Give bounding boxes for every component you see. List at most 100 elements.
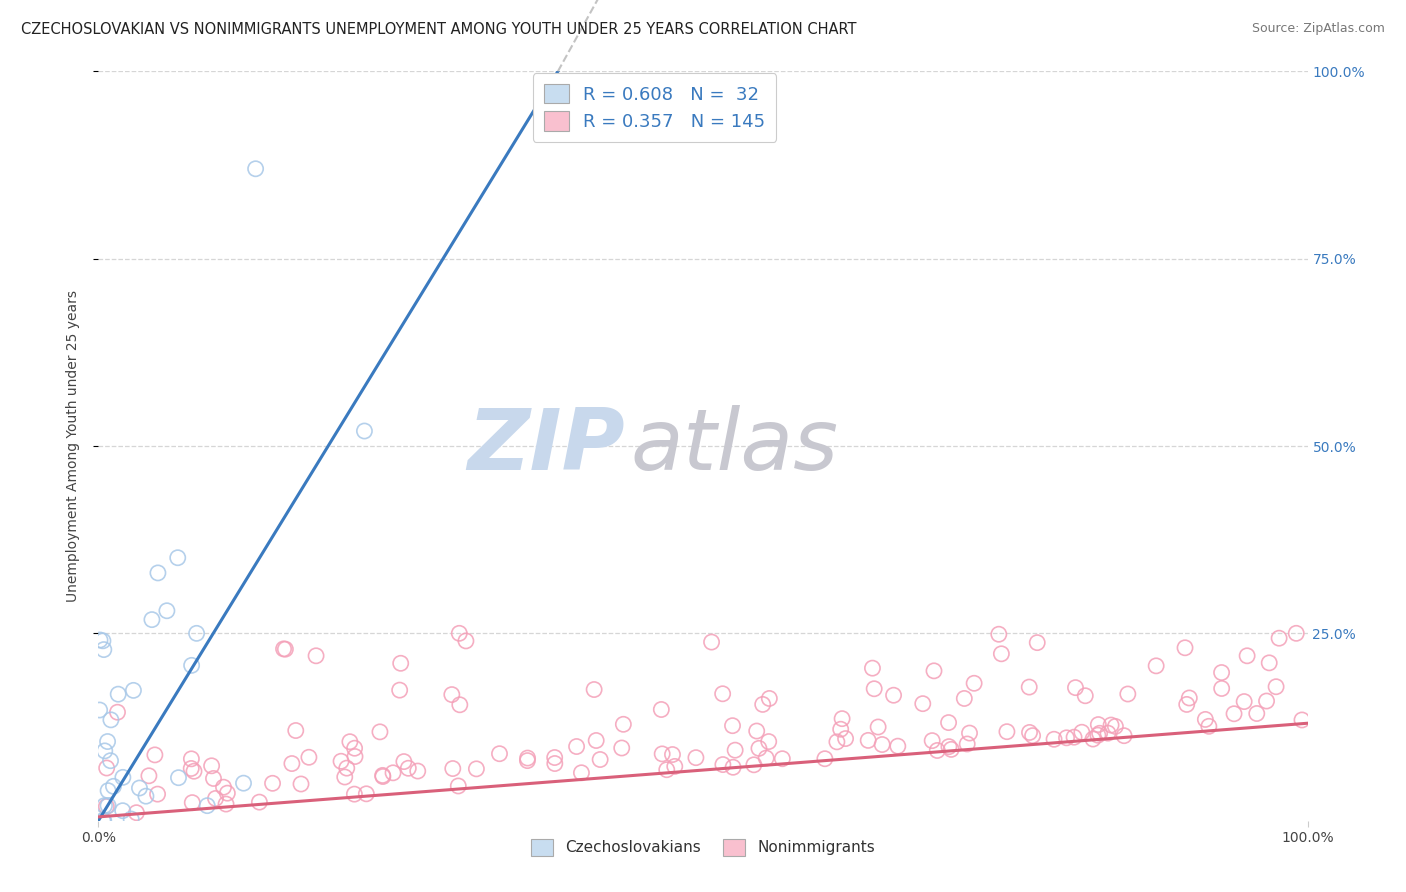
- Point: [245, 161, 267, 176]
- Point: [825, 735, 848, 749]
- Point: [215, 797, 238, 811]
- Point: [93, 642, 115, 657]
- Point: [195, 798, 218, 813]
- Point: [1178, 690, 1201, 705]
- Point: [1246, 706, 1268, 721]
- Point: [135, 789, 157, 804]
- Point: [343, 749, 366, 764]
- Point: [125, 805, 148, 820]
- Point: [103, 780, 125, 794]
- Point: [1223, 706, 1246, 721]
- Point: [201, 759, 224, 773]
- Point: [389, 657, 412, 671]
- Point: [1268, 631, 1291, 645]
- Point: [371, 770, 394, 784]
- Point: [353, 424, 375, 438]
- Point: [724, 743, 747, 757]
- Point: [273, 641, 295, 656]
- Point: [167, 771, 190, 785]
- Point: [91, 814, 114, 828]
- Point: [856, 733, 879, 747]
- Point: [1256, 694, 1278, 708]
- Point: [1018, 725, 1040, 739]
- Point: [650, 702, 672, 716]
- Point: [814, 752, 837, 766]
- Point: [305, 648, 328, 663]
- Point: [755, 751, 778, 765]
- Point: [284, 723, 307, 738]
- Point: [959, 726, 981, 740]
- Point: [565, 739, 588, 754]
- Point: [488, 747, 510, 761]
- Legend: Czechoslovakians, Nonimmigrants: Czechoslovakians, Nonimmigrants: [524, 833, 882, 862]
- Point: [995, 724, 1018, 739]
- Point: [1074, 689, 1097, 703]
- Point: [941, 742, 963, 756]
- Point: [1211, 665, 1233, 680]
- Point: [1070, 725, 1092, 739]
- Point: [454, 634, 477, 648]
- Point: [758, 734, 780, 748]
- Point: [120, 812, 142, 826]
- Point: [93, 798, 115, 813]
- Point: [441, 762, 464, 776]
- Point: [745, 724, 768, 739]
- Point: [339, 735, 361, 749]
- Point: [911, 697, 934, 711]
- Point: [128, 780, 150, 795]
- Point: [392, 755, 415, 769]
- Point: [166, 550, 188, 565]
- Point: [274, 642, 297, 657]
- Point: [217, 786, 239, 800]
- Point: [1233, 695, 1256, 709]
- Point: [449, 626, 471, 640]
- Point: [544, 756, 567, 771]
- Point: [1211, 681, 1233, 696]
- Point: [440, 688, 463, 702]
- Point: [146, 566, 169, 580]
- Point: [290, 777, 312, 791]
- Point: [544, 750, 567, 764]
- Point: [887, 739, 910, 754]
- Point: [589, 752, 612, 766]
- Point: [1236, 648, 1258, 663]
- Point: [281, 756, 304, 771]
- Point: [89, 703, 111, 717]
- Point: [1087, 717, 1109, 731]
- Point: [143, 747, 166, 762]
- Point: [1291, 713, 1313, 727]
- Point: [612, 717, 634, 731]
- Point: [664, 759, 686, 773]
- Point: [1099, 718, 1122, 732]
- Point: [247, 795, 270, 809]
- Point: [834, 731, 856, 746]
- Point: [330, 754, 353, 768]
- Point: [1056, 731, 1078, 745]
- Point: [1144, 658, 1167, 673]
- Point: [516, 754, 538, 768]
- Point: [1063, 730, 1085, 744]
- Point: [449, 698, 471, 712]
- Point: [585, 733, 607, 747]
- Point: [655, 763, 678, 777]
- Point: [333, 770, 356, 784]
- Point: [1097, 726, 1119, 740]
- Point: [97, 783, 120, 797]
- Point: [97, 734, 120, 748]
- Point: [685, 750, 707, 764]
- Point: [447, 779, 470, 793]
- Point: [742, 757, 765, 772]
- Point: [183, 764, 205, 779]
- Point: [1043, 732, 1066, 747]
- Point: [1026, 635, 1049, 649]
- Point: [1265, 680, 1288, 694]
- Point: [406, 764, 429, 778]
- Point: [343, 787, 366, 801]
- Point: [990, 647, 1012, 661]
- Point: [610, 741, 633, 756]
- Point: [180, 658, 202, 673]
- Point: [711, 757, 734, 772]
- Point: [1088, 726, 1111, 740]
- Point: [868, 720, 890, 734]
- Point: [97, 798, 120, 813]
